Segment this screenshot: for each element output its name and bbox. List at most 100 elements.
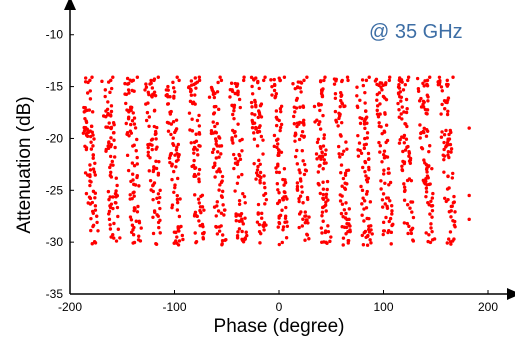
data-point: [86, 129, 90, 134]
data-point: [107, 217, 112, 222]
data-point: [386, 167, 391, 171]
data-point: [448, 142, 453, 147]
data-point: [255, 144, 260, 148]
data-point: [156, 171, 161, 175]
data-point: [263, 185, 267, 190]
data-point: [176, 154, 181, 159]
data-point: [146, 150, 150, 154]
x-axis-title: Phase (degree): [214, 316, 345, 337]
data-point: [301, 201, 305, 205]
data-point: [85, 91, 90, 95]
data-point: [446, 109, 450, 113]
data-point: [356, 154, 361, 158]
data-point: [397, 92, 401, 96]
data-point: [104, 147, 108, 152]
data-point: [241, 78, 246, 83]
data-point: [116, 214, 120, 219]
data-point: [175, 145, 179, 149]
data-point: [342, 104, 346, 109]
data-point: [88, 89, 92, 93]
data-point: [134, 149, 138, 153]
data-point: [449, 215, 453, 219]
data-point: [243, 236, 247, 240]
data-point: [428, 144, 432, 148]
data-point: [443, 196, 447, 200]
data-point: [303, 214, 307, 218]
data-point: [133, 126, 138, 130]
data-point: [320, 210, 325, 214]
data-point: [217, 229, 222, 233]
data-point: [108, 204, 112, 208]
data-point: [262, 228, 266, 232]
data-point: [109, 235, 113, 239]
data-point: [135, 137, 139, 142]
data-point: [365, 121, 369, 125]
data-point: [281, 228, 285, 232]
data-point: [321, 167, 325, 171]
data-point: [236, 92, 240, 97]
data-point: [429, 226, 433, 230]
data-point: [345, 221, 349, 226]
data-point: [105, 107, 110, 112]
data-point: [215, 200, 219, 204]
data-point: [450, 204, 454, 208]
x-tick-label: -100: [162, 300, 186, 314]
data-point: [214, 104, 218, 109]
data-point: [262, 181, 266, 185]
data-point: [448, 240, 453, 244]
data-point: [181, 237, 185, 242]
data-point: [108, 165, 112, 170]
data-point: [275, 145, 279, 150]
data-point: [242, 75, 246, 79]
data-point: [91, 133, 95, 137]
data-point: [277, 214, 281, 218]
data-point: [399, 95, 404, 100]
data-point: [406, 75, 411, 79]
x-tick-label: 100: [373, 300, 393, 314]
data-point: [230, 103, 235, 108]
data-point: [237, 153, 242, 158]
data-point: [301, 217, 305, 221]
data-point: [440, 102, 444, 107]
data-point: [219, 152, 223, 156]
data-point: [275, 181, 280, 186]
data-point: [359, 151, 364, 155]
data-point: [425, 170, 429, 174]
data-point: [307, 215, 311, 219]
data-point: [362, 207, 366, 211]
data-point: [199, 210, 203, 215]
data-point: [190, 101, 195, 106]
data-point: [276, 164, 280, 168]
data-point: [252, 137, 257, 141]
data-point: [274, 123, 279, 128]
data-point: [233, 134, 238, 138]
data-point: [280, 196, 285, 201]
data-point: [201, 235, 205, 240]
data-point: [318, 120, 322, 124]
data-point: [312, 104, 317, 109]
data-point: [366, 233, 370, 238]
data-point: [103, 94, 107, 99]
data-point: [446, 174, 450, 179]
data-point: [112, 236, 116, 240]
data-point: [128, 108, 132, 112]
data-point: [368, 238, 372, 242]
data-point: [402, 189, 407, 194]
data-point: [338, 104, 342, 109]
data-point: [380, 205, 385, 209]
data-point: [402, 185, 407, 189]
data-point: [177, 78, 181, 83]
data-point: [446, 82, 450, 87]
data-point: [166, 102, 171, 106]
data-point: [252, 121, 257, 125]
data-point: [139, 226, 143, 230]
data-point: [256, 202, 261, 207]
data-point: [155, 145, 159, 149]
data-point: [342, 208, 347, 212]
data-point: [233, 161, 238, 165]
data-point: [332, 77, 337, 81]
data-point: [257, 110, 262, 115]
data-point: [128, 105, 133, 109]
data-point: [360, 213, 364, 217]
data-point: [109, 175, 114, 179]
